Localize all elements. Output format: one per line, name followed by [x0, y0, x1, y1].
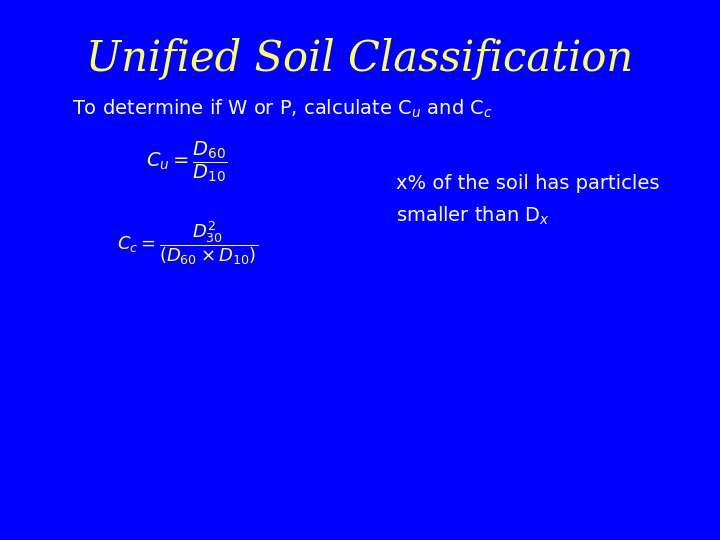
Text: smaller than D$_x$: smaller than D$_x$: [396, 205, 550, 227]
Text: x% of the soil has particles: x% of the soil has particles: [396, 174, 660, 193]
Text: $C_c = \dfrac{D_{30}^2}{(D_{60} \times D_{10})}$: $C_c = \dfrac{D_{30}^2}{(D_{60} \times D…: [117, 219, 258, 267]
Text: $C_u = \dfrac{D_{60}}{D_{10}}$: $C_u = \dfrac{D_{60}}{D_{10}}$: [146, 140, 228, 184]
Text: Unified Soil Classification: Unified Soil Classification: [86, 38, 634, 80]
Text: To determine if W or P, calculate C$_u$ and C$_c$: To determine if W or P, calculate C$_u$ …: [72, 97, 493, 119]
